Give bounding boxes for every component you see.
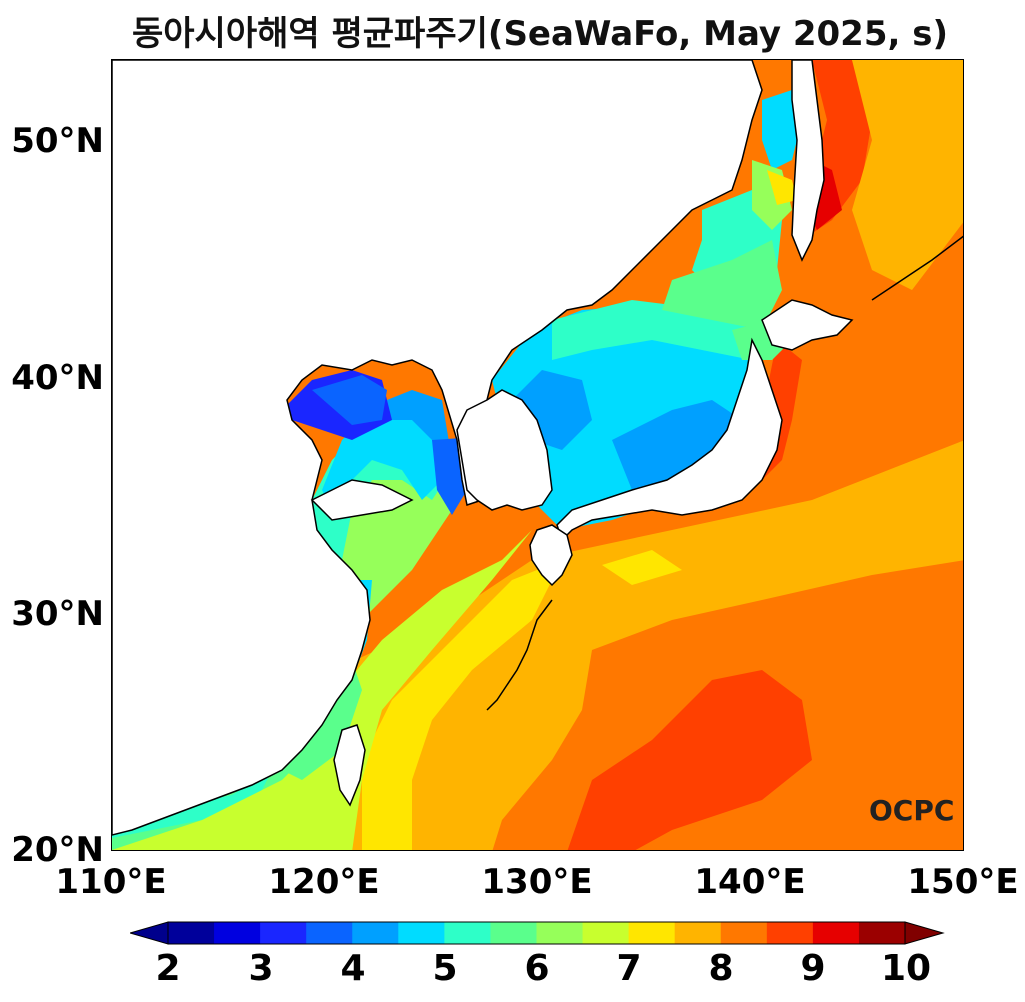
- lat-label-20: 20°N: [11, 830, 104, 870]
- wave-period-map: [112, 60, 963, 850]
- ocpc-logo: OCPC: [869, 794, 955, 827]
- land-hokkaido: [761, 299, 854, 351]
- colorbar-under-arrow: [130, 921, 169, 945]
- colorbar-tick-5: 5: [432, 948, 458, 989]
- colorbar-tick-2: 2: [155, 948, 181, 989]
- colorbar-cell: [306, 922, 353, 944]
- colorbar-cell: [766, 922, 814, 944]
- colorbar-tick-3: 3: [248, 948, 274, 989]
- colorbar-cell: [352, 922, 399, 944]
- land-sakhalin: [791, 60, 825, 262]
- land-ryukyu: [486, 599, 553, 711]
- land-honshu: [556, 337, 783, 542]
- land-korea: [456, 389, 553, 511]
- colorbar-cell: [674, 922, 722, 944]
- field-green-north: [662, 240, 782, 330]
- field-yellow-north: [767, 170, 797, 205]
- colorbar-tick-6: 6: [524, 948, 550, 989]
- lon-label-110: 110°E: [55, 862, 167, 902]
- land-kyushu: [529, 524, 573, 587]
- land-taiwan: [333, 724, 366, 807]
- colorbar-tick-10: 10: [880, 948, 932, 989]
- map-panel: [111, 59, 964, 851]
- colorbar-cell: [214, 922, 261, 944]
- field-korea-west-blue: [432, 438, 467, 515]
- field-bohai-deep: [312, 375, 387, 425]
- land-kurils: [871, 235, 963, 301]
- lat-label-50: 50°N: [11, 121, 104, 161]
- field-orange-ne: [852, 60, 963, 290]
- land-china: [112, 60, 763, 836]
- colorbar-cell: [858, 922, 906, 944]
- colorbar-tick-9: 9: [800, 948, 826, 989]
- colorbar: [130, 921, 945, 945]
- colorbar-cell: [168, 922, 215, 944]
- colorbar-cell: [582, 922, 630, 944]
- colorbar-cell: [490, 922, 537, 944]
- lon-label-120: 120°E: [268, 862, 380, 902]
- colorbar-cell: [720, 922, 768, 944]
- colorbar-cell: [260, 922, 307, 944]
- land-shandong: [310, 479, 414, 521]
- lon-label-150: 150°E: [907, 862, 1019, 902]
- field-yellow-ecs: [362, 560, 562, 850]
- colorbar-tick-8: 8: [708, 948, 734, 989]
- colorbar-cell: [812, 922, 860, 944]
- map-title: 동아시아해역 평균파주기(SeaWaFo, May 2025, s): [131, 14, 949, 54]
- field-cyan-north: [762, 90, 802, 170]
- colorbar-cell: [444, 922, 491, 944]
- colorbar-cell: [628, 922, 676, 944]
- lat-label-30: 30°N: [11, 594, 104, 634]
- field-red-south: [567, 670, 812, 850]
- colorbar-over-arrow: [904, 921, 945, 945]
- lon-label-130: 130°E: [481, 862, 593, 902]
- colorbar-border: [167, 921, 906, 945]
- colorbar-tick-7: 7: [616, 948, 642, 989]
- lat-label-40: 40°N: [11, 358, 104, 398]
- colorbar-cell: [398, 922, 445, 944]
- field-yellowgreen: [112, 530, 532, 850]
- colorbar-cell: [536, 922, 584, 944]
- colorbar-tick-4: 4: [340, 948, 366, 989]
- lon-label-140: 140°E: [694, 862, 806, 902]
- field-yellow-small: [602, 550, 682, 585]
- colorbar-cells: [130, 921, 945, 945]
